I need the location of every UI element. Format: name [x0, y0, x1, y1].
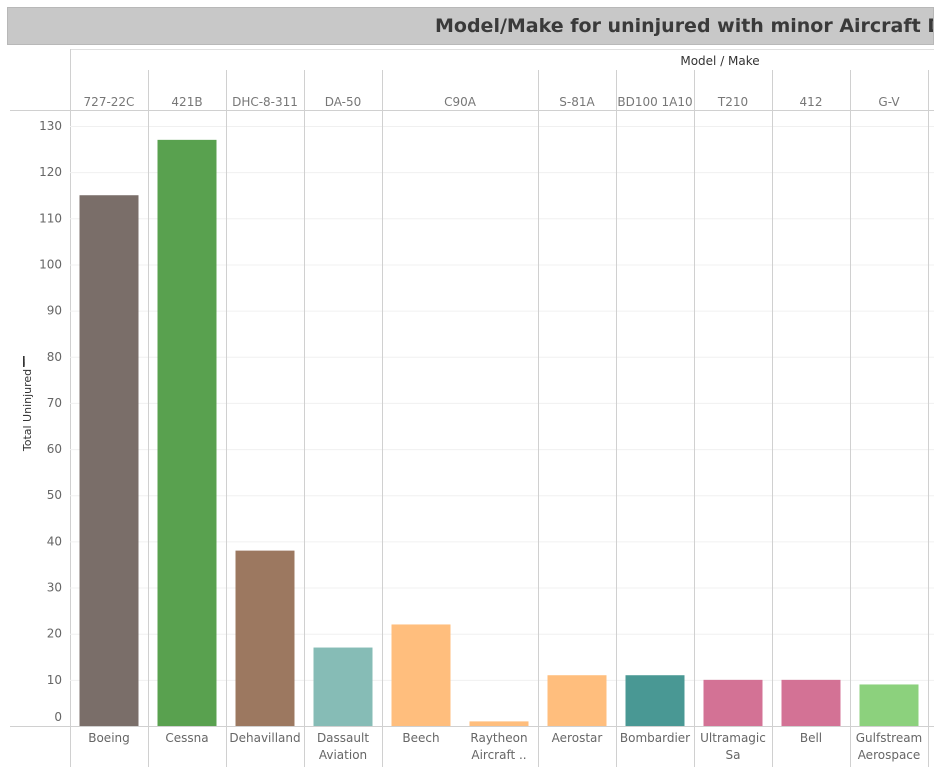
model-header: BD100 1A10	[617, 95, 692, 109]
model-header: T210	[717, 95, 748, 109]
bar	[157, 139, 217, 726]
make-label: Bell	[800, 731, 822, 745]
y-axis-title: Total Uninjured	[21, 369, 34, 452]
make-label: Aerospace	[858, 748, 921, 762]
make-label: Dassault	[317, 731, 369, 745]
y-tick-label: 100	[39, 257, 62, 271]
bar	[313, 647, 373, 726]
model-header: S-81A	[559, 95, 595, 109]
y-tick-label: 10	[47, 673, 62, 687]
model-header: 727-22C	[84, 95, 135, 109]
y-tick-label: 0	[54, 710, 62, 724]
model-header: G-V	[878, 95, 900, 109]
bar	[79, 195, 139, 726]
make-label: Aerostar	[552, 731, 603, 745]
sort-descending-icon	[23, 356, 25, 367]
model-header: DA-50	[325, 95, 362, 109]
make-label: Ultramagic	[700, 731, 766, 745]
make-label: Bombardier	[620, 731, 690, 745]
make-label: Aviation	[319, 748, 367, 762]
bar	[859, 684, 919, 726]
model-header: 412	[800, 95, 823, 109]
bar	[547, 675, 607, 726]
make-label: Gulfstream	[856, 731, 923, 745]
y-tick-label: 30	[47, 581, 62, 595]
y-tick-label: 20	[47, 627, 62, 641]
make-label: Cessna	[165, 731, 208, 745]
y-tick-label: 60	[47, 442, 62, 456]
y-tick-label: 120	[39, 165, 62, 179]
y-tick-label: 80	[47, 350, 62, 364]
model-header: 421B	[171, 95, 202, 109]
make-label: Boeing	[88, 731, 130, 745]
make-label: Sa	[726, 748, 741, 762]
bar	[469, 721, 529, 726]
y-tick-label: 130	[39, 119, 62, 133]
y-tick-label: 50	[47, 488, 62, 502]
make-label: Aircraft ..	[471, 748, 526, 762]
bar	[235, 550, 295, 726]
y-tick-label: 40	[47, 534, 62, 548]
chart-title: Model/Make for uninjured with minor Airc…	[435, 15, 933, 37]
model-header: DHC-8-311	[232, 95, 298, 109]
title-bar: Model/Make for uninjured with minor Airc…	[7, 7, 934, 45]
bar	[703, 679, 763, 726]
bar	[625, 675, 685, 726]
y-tick-label: 110	[39, 211, 62, 225]
make-label: Beech	[402, 731, 439, 745]
make-label: Raytheon	[470, 731, 527, 745]
model-header: C90A	[444, 95, 477, 109]
y-tick-label: 70	[47, 396, 62, 410]
column-header: Model / Make	[680, 54, 759, 68]
bar	[781, 679, 841, 726]
bar	[391, 624, 451, 726]
y-tick-label: 90	[47, 304, 62, 318]
make-label: Dehavilland	[229, 731, 300, 745]
